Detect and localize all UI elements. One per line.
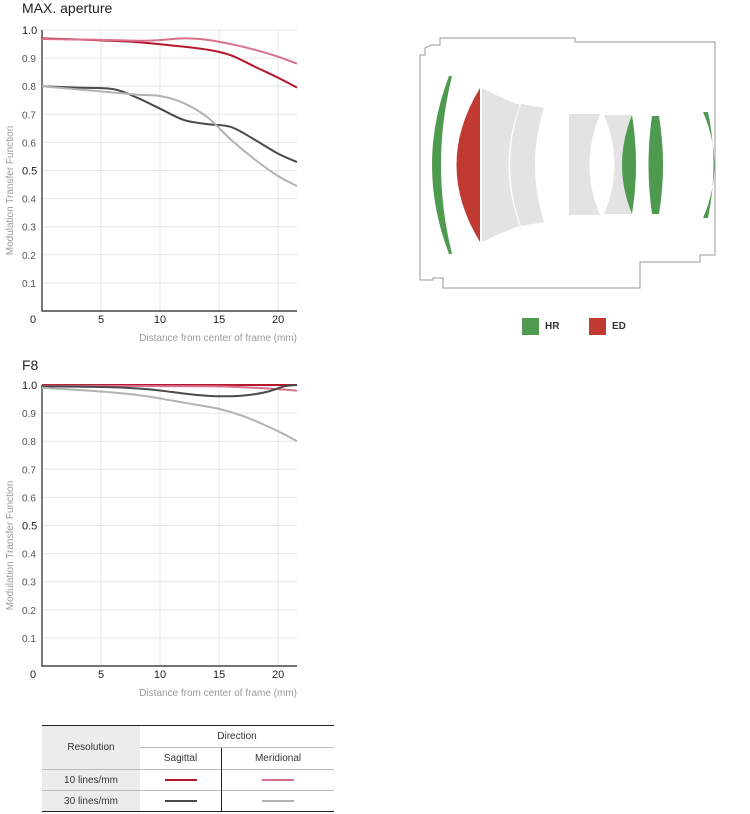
chart2-series-4-line: [41, 386, 298, 443]
chart2-xtick-15: 15: [213, 669, 225, 681]
chart1-ytick-0.5: 0.5: [22, 166, 37, 178]
chart2-ytick-0.2: 0.2: [22, 606, 36, 617]
chart1-axes: [41, 30, 297, 312]
chart-title-max-aperture: MAX. aperture: [22, 0, 113, 16]
chart1-ytick-1.0: 1.0: [22, 25, 37, 37]
chart2-ytick-1.0: 1.0: [22, 380, 37, 392]
chart1-xlabel: Distance from center of frame (mm): [139, 333, 297, 344]
chart1-series-1-line: [41, 37, 298, 89]
legend-item-hr: HR: [522, 318, 559, 335]
chart1-xtick-0: 0: [30, 314, 36, 326]
chart2-ytick-0.4: 0.4: [22, 550, 36, 561]
sagittal-header-cell: Sagittal: [140, 747, 223, 770]
chart1-ytick-0.1: 0.1: [22, 279, 36, 290]
chart1-ytick-0.6: 0.6: [22, 138, 36, 149]
chart1-xtick-15: 15: [213, 314, 225, 326]
row-10-label-cell: 10 lines/mm: [42, 769, 140, 791]
chart1-ytick-0.8: 0.8: [22, 82, 36, 93]
row-10-meridional-cell: [222, 770, 334, 791]
row-10-sagittal-cell: [140, 769, 223, 791]
chart2-ylabel: Modulation Transfer Function: [5, 481, 16, 611]
chart1-xtick-10: 10: [154, 314, 166, 326]
row-30-label: 30 lines/mm: [64, 795, 118, 807]
row-30-sagittal-cell: [140, 790, 223, 812]
row-30-label-cell: 30 lines/mm: [42, 790, 140, 812]
chart1-ytick-0.7: 0.7: [22, 110, 36, 121]
chart1-xtick-5: 5: [98, 314, 104, 326]
chart1-ytick-0.2: 0.2: [22, 251, 36, 262]
chart1-series-3-line: [41, 85, 298, 163]
chart2-xtick-20: 20: [272, 669, 284, 681]
hr-swatch: [522, 318, 539, 335]
chart2-xtick-10: 10: [154, 669, 166, 681]
chart2-ytick-0.5: 0.5: [22, 521, 37, 533]
row-10-meridional-line: [262, 778, 295, 781]
ed-label: ED: [612, 321, 626, 332]
ed-swatch: [589, 318, 606, 335]
chart1-ytick-0.4: 0.4: [22, 195, 36, 206]
chart2-xtick-5: 5: [98, 669, 104, 681]
resolution-header-cell: Resolution: [42, 725, 140, 770]
legend-item-ed: ED: [589, 318, 626, 335]
sagittal-header: Sagittal: [163, 753, 198, 764]
hr-label: HR: [545, 321, 560, 332]
direction-header-cell: Direction: [140, 725, 334, 748]
chart1-ytick-0.3: 0.3: [22, 223, 36, 234]
meridional-header: Meridional: [254, 753, 302, 764]
row-10-label: 10 lines/mm: [64, 774, 118, 786]
chart2-ytick-0.1: 0.1: [22, 634, 36, 645]
resolution-header: Resolution: [67, 742, 115, 753]
chart-title-f8: F8: [22, 357, 39, 373]
row-30-meridional-line: [262, 799, 295, 802]
chart2-ytick-0.8: 0.8: [22, 437, 36, 448]
chart2-series-3-line: [41, 384, 298, 398]
mtf-legend-table: Resolution Direction Sagittal Meridional…: [42, 725, 334, 812]
row-30-meridional-cell: [222, 791, 334, 812]
chart2-ytick-0.9: 0.9: [22, 409, 36, 420]
chart1-xtick-20: 20: [272, 314, 284, 326]
chart2-ytick-0.3: 0.3: [22, 578, 36, 589]
row-10-sagittal-line: [164, 778, 197, 781]
chart2-axes: [41, 385, 297, 667]
chart1-ytick-0.9: 0.9: [22, 54, 36, 65]
meridional-header-cell: Meridional: [222, 748, 334, 770]
chart2-ytick-0.6: 0.6: [22, 493, 36, 504]
chart2-xtick-0: 0: [30, 669, 36, 681]
chart1-ylabel: Modulation Transfer Function: [5, 126, 16, 256]
direction-header: Direction: [217, 731, 257, 742]
row-30-sagittal-line: [164, 799, 197, 802]
chart2-ytick-0.7: 0.7: [22, 465, 36, 476]
chart2-xlabel: Distance from center of frame (mm): [139, 688, 297, 699]
chart1-series-4-line: [41, 85, 298, 187]
chart1-series-2-line: [41, 37, 298, 65]
